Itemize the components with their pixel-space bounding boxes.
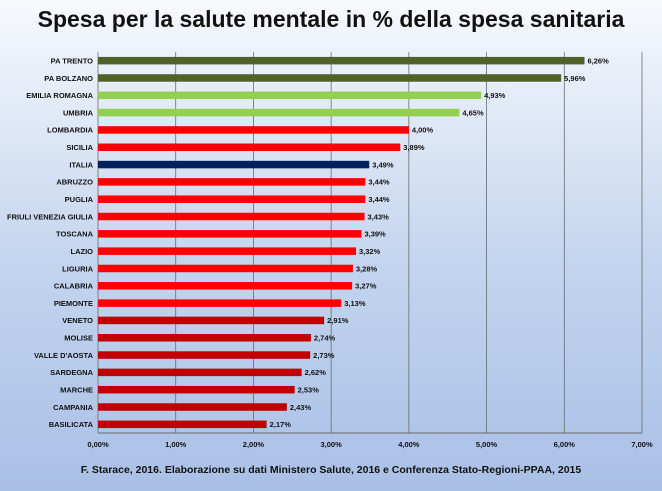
- bar-calabria: [98, 282, 353, 290]
- category-label: ITALIA: [69, 160, 93, 169]
- bar-valle-d-aosta: [98, 351, 311, 359]
- value-label: 3,13%: [344, 299, 366, 308]
- value-label: 5,96%: [564, 74, 586, 83]
- category-label: TOSCANA: [56, 230, 94, 239]
- category-label: FRIULI VENEZIA GIULIA: [7, 212, 94, 221]
- category-label: PA BOLZANO: [44, 74, 93, 83]
- chart-title: Spesa per la salute mentale in % della s…: [37, 6, 625, 32]
- value-label: 2,91%: [327, 316, 349, 325]
- bar-pa-bolzano: [98, 74, 562, 82]
- category-label: BASILICATA: [49, 420, 94, 429]
- value-label: 2,74%: [314, 334, 336, 343]
- category-label: EMILIA ROMAGNA: [26, 91, 93, 100]
- bar-molise: [98, 334, 311, 342]
- category-label: VENETO: [62, 316, 93, 325]
- value-label: 2,17%: [270, 420, 292, 429]
- value-label: 3,39%: [364, 230, 386, 239]
- source-note: F. Starace, 2016. Elaborazione su dati M…: [80, 464, 582, 476]
- bar-basilicata: [98, 420, 267, 429]
- x-tick-label: 0,00%: [87, 440, 109, 449]
- bars: [98, 56, 585, 429]
- category-label: MARCHE: [60, 386, 93, 395]
- bar-liguria: [98, 264, 353, 273]
- bar-sicilia: [98, 143, 401, 151]
- bar-campania: [98, 403, 287, 411]
- value-label: 2,53%: [298, 386, 320, 395]
- value-label: 3,44%: [368, 178, 390, 187]
- bar-pa-trento: [98, 56, 585, 65]
- category-label: PIEMONTE: [54, 299, 93, 308]
- bar-puglia: [98, 195, 366, 203]
- value-label: 3,49%: [372, 160, 394, 169]
- x-tick-label: 3,00%: [321, 440, 343, 449]
- value-label: 3,32%: [359, 247, 381, 256]
- value-label: 3,44%: [368, 195, 390, 204]
- category-label: VALLE D'AOSTA: [34, 351, 94, 360]
- value-label: 4,93%: [484, 91, 506, 100]
- category-label: LIGURIA: [62, 264, 93, 273]
- value-label: 2,73%: [313, 351, 335, 360]
- category-label: LOMBARDIA: [47, 126, 93, 135]
- category-label: CALABRIA: [54, 282, 94, 291]
- labels: 0,00% 1,00% 2,00% 3,00% 4,00% 5,00% 6,00% 7,00%…: [7, 56, 653, 449]
- x-tick-label: 5,00%: [476, 440, 498, 449]
- category-label: SICILIA: [66, 143, 93, 152]
- value-label: 6,26%: [587, 56, 609, 65]
- category-label: SARDEGNA: [50, 368, 94, 377]
- bar-lazio: [98, 247, 357, 255]
- bar-lombardia: [98, 126, 409, 134]
- value-label: 2,62%: [305, 368, 327, 377]
- category-label: PUGLIA: [65, 195, 94, 204]
- category-label: UMBRIA: [63, 108, 94, 117]
- category-label: LAZIO: [71, 247, 94, 256]
- value-label: 3,28%: [356, 264, 378, 273]
- value-label: 4,00%: [412, 126, 434, 135]
- bar-umbria: [98, 108, 460, 117]
- x-tick-label: 2,00%: [243, 440, 265, 449]
- bar-veneto: [98, 316, 325, 325]
- bar-sardegna: [98, 368, 302, 377]
- value-label: 3,89%: [403, 143, 425, 152]
- x-tick-label: 1,00%: [165, 440, 187, 449]
- bar-abruzzo: [98, 178, 366, 186]
- bar-italia: [98, 160, 370, 169]
- bar-marche: [98, 385, 295, 394]
- value-label: 2,43%: [290, 403, 312, 412]
- category-label: MOLISE: [64, 334, 93, 343]
- bar-toscana: [98, 230, 362, 238]
- x-tick-label: 6,00%: [554, 440, 576, 449]
- category-label: CAMPANIA: [53, 403, 93, 412]
- value-label: 3,43%: [368, 212, 390, 221]
- bar-emilia-romagna: [98, 91, 482, 100]
- category-label: PA TRENTO: [51, 56, 94, 65]
- category-label: ABRUZZO: [56, 178, 93, 187]
- value-label: 3,27%: [355, 282, 377, 291]
- bar-piemonte: [98, 299, 342, 307]
- x-tick-label: 7,00%: [631, 440, 653, 449]
- bar-friuli-venezia-giulia: [98, 212, 365, 221]
- value-label: 4,65%: [462, 108, 484, 117]
- x-tick-label: 4,00%: [398, 440, 420, 449]
